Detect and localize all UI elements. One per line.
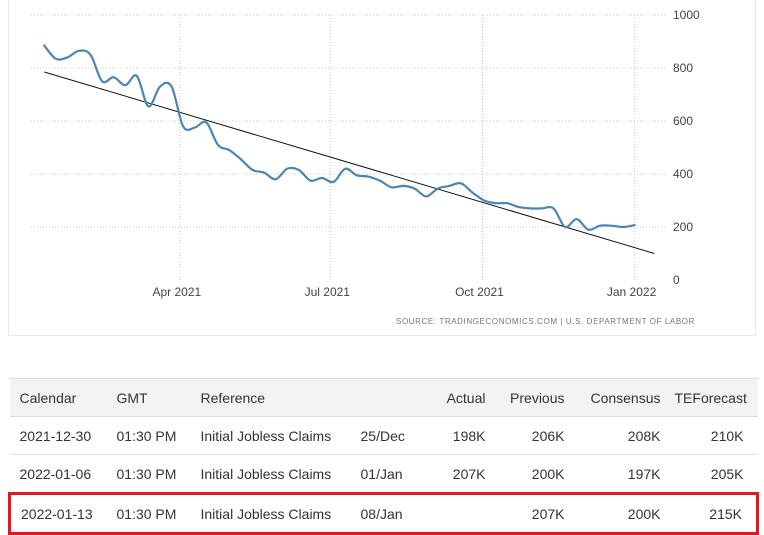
x-tick-label: Apr 2021 [152,285,201,299]
cell-forecast: 205K [675,455,758,494]
cell-actual: 198K [424,417,500,455]
cell-date: 2021-12-30 [10,417,107,455]
cell-period: 25/Dec [351,417,424,455]
y-tick-label: 200 [673,220,693,234]
cell-forecast: 215K [675,494,758,534]
cell-previous: 206K [500,417,579,455]
cell-reference[interactable]: Initial Jobless Claims [191,494,351,534]
line-chart: 1000 800 600 400 200 0 Apr 2021 Jul 2021 Oct 202… [9,0,757,336]
x-tick-label: Oct 2021 [455,285,504,299]
chart-panel: 1000 800 600 400 200 0 Apr 2021 Jul 2021 Oct 202… [8,0,756,336]
x-tick-label: Jul 2021 [305,285,351,299]
header-consensus[interactable]: Consensus [579,379,675,417]
header-gmt[interactable]: GMT [107,379,191,417]
cell-gmt: 01:30 PM [107,455,191,494]
y-tick-label: 400 [673,167,693,181]
header-previous[interactable]: Previous [500,379,579,417]
cell-previous: 207K [500,494,579,534]
header-period [351,379,424,417]
source-text: SOURCE: TRADINGECONOMICS.COM | U.S. DEPA… [396,317,695,326]
calendar-table-panel: Calendar GMT Reference Actual Previous C… [8,378,756,535]
cell-reference[interactable]: Initial Jobless Claims [191,455,351,494]
y-tick-label: 800 [673,61,693,75]
header-calendar[interactable]: Calendar [10,379,107,417]
cell-gmt: 01:30 PM [107,417,191,455]
calendar-table: Calendar GMT Reference Actual Previous C… [8,378,759,535]
table-row-highlighted[interactable]: 2022-01-13 01:30 PM Initial Jobless Clai… [10,494,758,534]
cell-previous: 200K [500,455,579,494]
header-teforecast[interactable]: TEForecast [675,379,758,417]
cell-actual: 207K [424,455,500,494]
y-tick-label: 1000 [673,8,700,22]
y-tick-label: 0 [673,273,680,287]
header-actual[interactable]: Actual [424,379,500,417]
cell-gmt: 01:30 PM [107,494,191,534]
table-header-row: Calendar GMT Reference Actual Previous C… [10,379,758,417]
cell-consensus: 200K [579,494,675,534]
cell-reference[interactable]: Initial Jobless Claims [191,417,351,455]
cell-actual [424,494,500,534]
x-tick-label: Jan 2022 [607,285,657,299]
cell-consensus: 197K [579,455,675,494]
cell-period: 08/Jan [351,494,424,534]
cell-forecast: 210K [675,417,758,455]
table-row[interactable]: 2021-12-30 01:30 PM Initial Jobless Clai… [10,417,758,455]
cell-period: 01/Jan [351,455,424,494]
header-reference[interactable]: Reference [191,379,351,417]
y-tick-label: 600 [673,114,693,128]
series-line [44,46,634,230]
table-row[interactable]: 2022-01-06 01:30 PM Initial Jobless Clai… [10,455,758,494]
cell-date: 2022-01-13 [10,494,107,534]
cell-date: 2022-01-06 [10,455,107,494]
cell-consensus: 208K [579,417,675,455]
